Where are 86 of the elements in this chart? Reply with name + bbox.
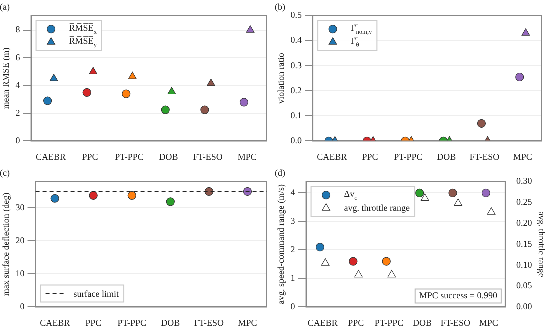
x-tick-label: CAEBR — [317, 152, 348, 162]
y2-axis-title: avg. throttle range — [537, 212, 548, 278]
y-tick-label: 8 — [16, 24, 21, 35]
annotation: MPC success = 0.990 — [419, 290, 498, 301]
y-tick-label: 4 — [16, 80, 21, 90]
x-tick-label: MPC — [479, 318, 498, 328]
legend-label: R̅M̅S̅E̅$_{y}$ — [69, 36, 97, 49]
point — [382, 257, 391, 266]
x-tick-label: MPC — [238, 318, 258, 328]
x-tick-label: CAEBR — [40, 318, 70, 328]
y-tick-label: 10 — [16, 268, 26, 279]
x-tick-label: DOB — [161, 318, 180, 328]
y-tick-label: 1 — [290, 273, 296, 284]
y-tick-label: 0 — [20, 302, 26, 312]
x-tick-label: FT-ESO — [194, 318, 225, 328]
x-tick-label: CAEBR — [308, 318, 338, 328]
y-tick-label: 2 — [16, 108, 20, 118]
x-tick-label: DOB — [412, 318, 432, 328]
legend-label: Γ̅$_{θ}$ — [351, 36, 360, 49]
legend-label: Γ̅$_{nom,y}$ — [351, 22, 372, 36]
x-tick-label: PPC — [362, 152, 378, 162]
y-tick-label: 0.5 — [290, 10, 303, 20]
y-axis-title: mean RMSE (m) — [0, 48, 11, 110]
y2-tick-label: 0.20 — [516, 218, 533, 228]
y-tick-label: 30 — [16, 202, 26, 213]
point — [482, 188, 490, 198]
chart-title: (d) — [275, 168, 286, 178]
y2-tick-label: 0.30 — [516, 176, 533, 186]
x-tick-label: CAEBR — [36, 152, 66, 162]
y-tick-label: 2 — [290, 244, 296, 255]
y-axis-title: violation ratio — [276, 52, 286, 104]
y-tick-label: 3 — [290, 216, 296, 226]
x-tick-label: PT-PPC — [374, 318, 404, 328]
chart-title: (a) — [0, 2, 10, 12]
point — [321, 258, 330, 266]
x-tick-label: FT-ESO — [440, 318, 471, 328]
legend-label: surface limit — [74, 288, 120, 299]
y-axis-title: avg. speed-command range (m/s) — [276, 184, 286, 304]
x-tick-label: PT-PPC — [115, 152, 144, 162]
y2-tick-label: 0.10 — [516, 260, 533, 270]
x-tick-label: DOB — [437, 152, 456, 162]
point — [316, 243, 325, 252]
point — [354, 270, 363, 278]
y-tick-label: 20 — [16, 236, 26, 246]
legend-label: Δv$_{c}$ — [344, 188, 358, 202]
y-tick-label: 0.3 — [290, 60, 303, 70]
x-tick-label: MPC — [238, 152, 257, 162]
y2-tick-label: 0.05 — [516, 280, 533, 291]
point — [128, 191, 136, 200]
point — [420, 194, 430, 202]
point — [204, 187, 214, 196]
point — [388, 270, 396, 278]
chart-title: (b) — [275, 2, 286, 12]
x-tick-label: PT-PPC — [394, 152, 423, 162]
y-tick-label: 6 — [16, 52, 21, 62]
point — [416, 188, 424, 198]
point — [448, 188, 458, 198]
point — [349, 257, 358, 266]
x-tick-label: DOB — [159, 152, 178, 162]
y-tick-label: 0.0 — [290, 136, 303, 146]
x-tick-label: FT-ESO — [193, 152, 224, 162]
x-tick-label: PPC — [82, 152, 98, 162]
legend-label: R̅M̅S̅E̅$_{x}$ — [69, 22, 97, 36]
y-tick-label: 0.4 — [290, 35, 303, 46]
x-tick-label: PPC — [86, 318, 102, 328]
point — [166, 198, 175, 206]
y-tick-label: 0 — [290, 302, 296, 312]
point — [89, 191, 98, 200]
y-tick-label: 0.2 — [290, 85, 302, 96]
y2-tick-label: 0.15 — [516, 238, 533, 249]
y-tick-label: 4 — [290, 188, 296, 198]
y2-tick-label: 0.25 — [516, 197, 533, 208]
legend-label: avg. throttle range — [344, 203, 410, 214]
y-tick-label: 0 — [16, 136, 21, 146]
y2-tick-label: 0.00 — [516, 302, 533, 312]
chart-title: (c) — [0, 168, 10, 178]
x-tick-label: PT-PPC — [118, 318, 146, 328]
y-axis-title: max surface deflection (deg) — [0, 192, 11, 296]
y-tick-label: 0.1 — [290, 110, 302, 120]
x-tick-label: FT-ESO — [470, 152, 500, 162]
point — [454, 198, 463, 206]
point — [50, 194, 60, 203]
x-tick-label: MPC — [513, 152, 532, 162]
x-tick-label: PPC — [348, 318, 364, 328]
point — [487, 208, 496, 215]
point — [243, 187, 252, 196]
